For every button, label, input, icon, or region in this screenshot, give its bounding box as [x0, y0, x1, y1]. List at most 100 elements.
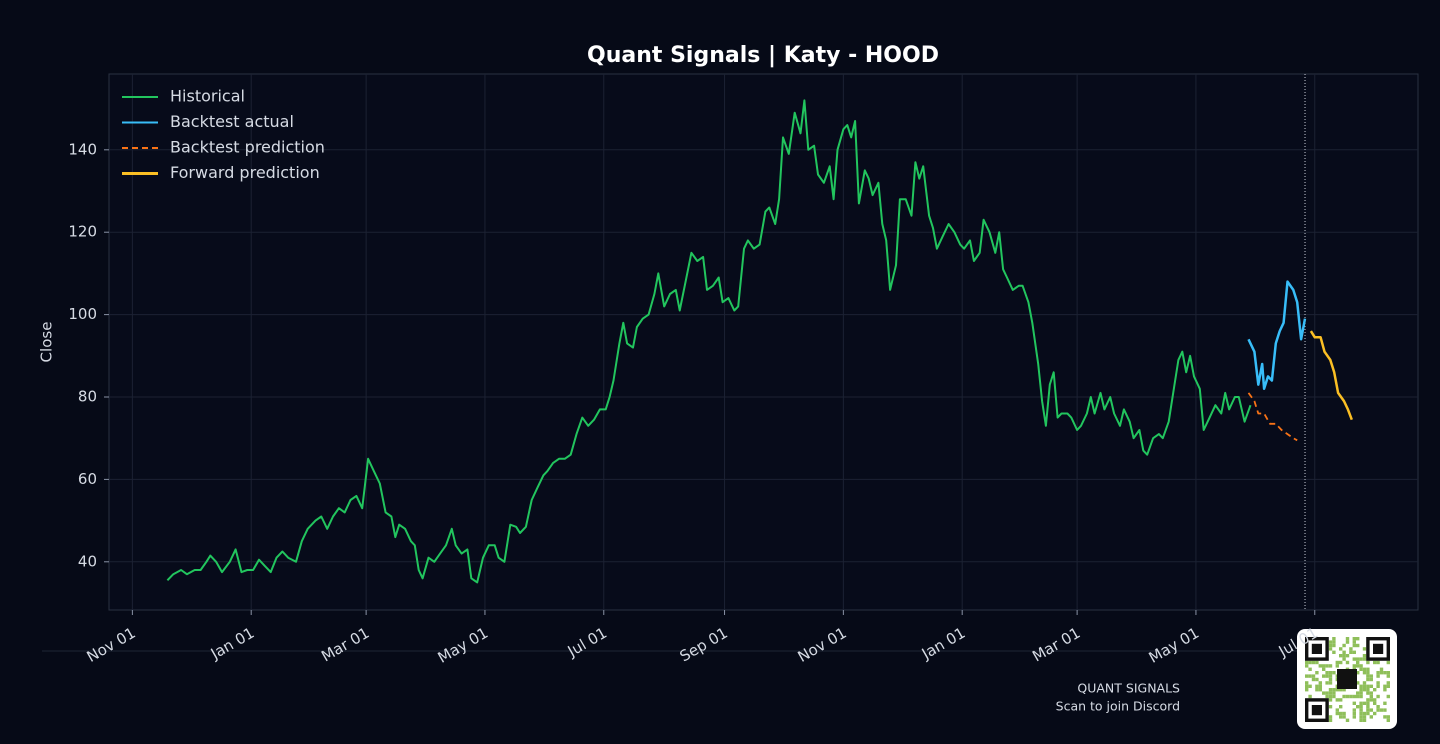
qr-module	[1328, 691, 1333, 695]
qr-logo	[1337, 669, 1357, 689]
legend-label: Historical	[170, 87, 245, 106]
qr-module	[1362, 684, 1367, 688]
qr-module	[1376, 681, 1380, 685]
qr-module	[1366, 691, 1370, 695]
qr-module	[1383, 688, 1387, 692]
qr-module	[1362, 701, 1367, 705]
qr-module	[1376, 674, 1380, 678]
qr-module	[1328, 674, 1333, 678]
qr-module	[1315, 671, 1319, 675]
qr-module	[1339, 715, 1343, 719]
qr-module	[1305, 684, 1309, 688]
qr-module	[1373, 701, 1377, 705]
legend-label: Backtest prediction	[170, 138, 325, 157]
qr-module	[1322, 691, 1326, 695]
x-tick-label: Nov 01	[84, 624, 139, 666]
plot-area	[108, 73, 1419, 611]
qr-module	[1325, 694, 1329, 699]
qr-module	[1308, 674, 1312, 678]
qr-module	[1352, 664, 1356, 668]
qr-module	[1383, 701, 1387, 705]
footer-brand: QUANT SIGNALS	[1077, 681, 1180, 696]
qr-module	[1362, 671, 1367, 675]
qr-module	[1362, 667, 1367, 671]
qr-module	[1325, 674, 1329, 678]
qr-module	[1315, 684, 1319, 688]
qr-module	[1305, 688, 1309, 692]
y-tick-label: 40	[78, 552, 97, 570]
qr-module	[1359, 701, 1363, 705]
qr-module	[1318, 664, 1322, 668]
qr-module	[1325, 681, 1329, 685]
qr-module	[1356, 681, 1360, 685]
qr-module	[1359, 694, 1363, 699]
qr-module	[1315, 660, 1319, 665]
qr-module	[1328, 677, 1333, 682]
legend-label: Backtest actual	[170, 112, 294, 131]
qr-module	[1366, 684, 1370, 688]
qr-module	[1332, 640, 1336, 644]
qr-module	[1328, 718, 1333, 722]
qr-module	[1359, 691, 1363, 695]
qr-module	[1366, 688, 1370, 692]
qr-module	[1373, 660, 1377, 665]
qr-module	[1359, 664, 1363, 668]
qr-module	[1362, 715, 1367, 719]
qr-module	[1352, 715, 1356, 719]
qr-module	[1322, 674, 1326, 678]
qr-module	[1339, 654, 1343, 658]
qr-module	[1342, 654, 1346, 658]
y-axis-label: Close	[38, 322, 56, 363]
qr-module	[1356, 637, 1360, 641]
qr-module	[1362, 647, 1367, 651]
qr-module	[1305, 660, 1309, 665]
qr-module	[1386, 715, 1390, 719]
qr-module	[1386, 694, 1390, 699]
qr-module	[1335, 660, 1339, 665]
qr-module	[1373, 688, 1377, 692]
qr-module	[1369, 708, 1373, 712]
y-tick-label: 120	[68, 223, 97, 241]
qr-module	[1325, 671, 1329, 675]
qr-module	[1373, 698, 1377, 702]
qr-module	[1356, 671, 1360, 675]
qr-module	[1332, 694, 1336, 699]
qr-module	[1335, 711, 1339, 716]
qr-module	[1342, 688, 1346, 692]
qr-module	[1328, 664, 1333, 668]
qr-module	[1359, 684, 1363, 688]
legend-label: Forward prediction	[170, 163, 320, 182]
qr-module	[1376, 660, 1380, 665]
qr-module	[1328, 698, 1333, 702]
qr-module	[1305, 681, 1309, 685]
qr-module	[1383, 708, 1387, 712]
qr-module	[1352, 650, 1356, 654]
qr-module	[1386, 718, 1390, 722]
series-line	[166, 99, 1252, 584]
qr-module	[1366, 711, 1370, 716]
qr-module	[1376, 708, 1380, 712]
x-tick-label: Jul 01	[564, 624, 610, 661]
qr-module	[1339, 705, 1343, 709]
x-tick-label: May 01	[1146, 624, 1203, 667]
qr-module	[1311, 677, 1316, 682]
qr-module	[1311, 660, 1316, 665]
qr-module	[1356, 660, 1360, 665]
qr-module	[1328, 671, 1333, 675]
y-tick-label: 80	[78, 388, 97, 406]
qr-module	[1305, 664, 1309, 668]
qr-module	[1335, 708, 1339, 712]
qr-code[interactable]	[1297, 629, 1397, 729]
qr-module	[1366, 660, 1370, 665]
qr-module	[1359, 657, 1363, 661]
qr-module	[1328, 715, 1333, 719]
chart-title: Quant Signals | Katy - HOOD	[587, 43, 939, 68]
qr-module	[1352, 640, 1356, 644]
series-line	[1247, 392, 1298, 442]
qr-module	[1339, 647, 1343, 651]
qr-module	[1332, 643, 1336, 648]
qr-module	[1369, 698, 1373, 702]
x-tick-label: Nov 01	[795, 624, 850, 666]
qr-module	[1342, 711, 1346, 716]
